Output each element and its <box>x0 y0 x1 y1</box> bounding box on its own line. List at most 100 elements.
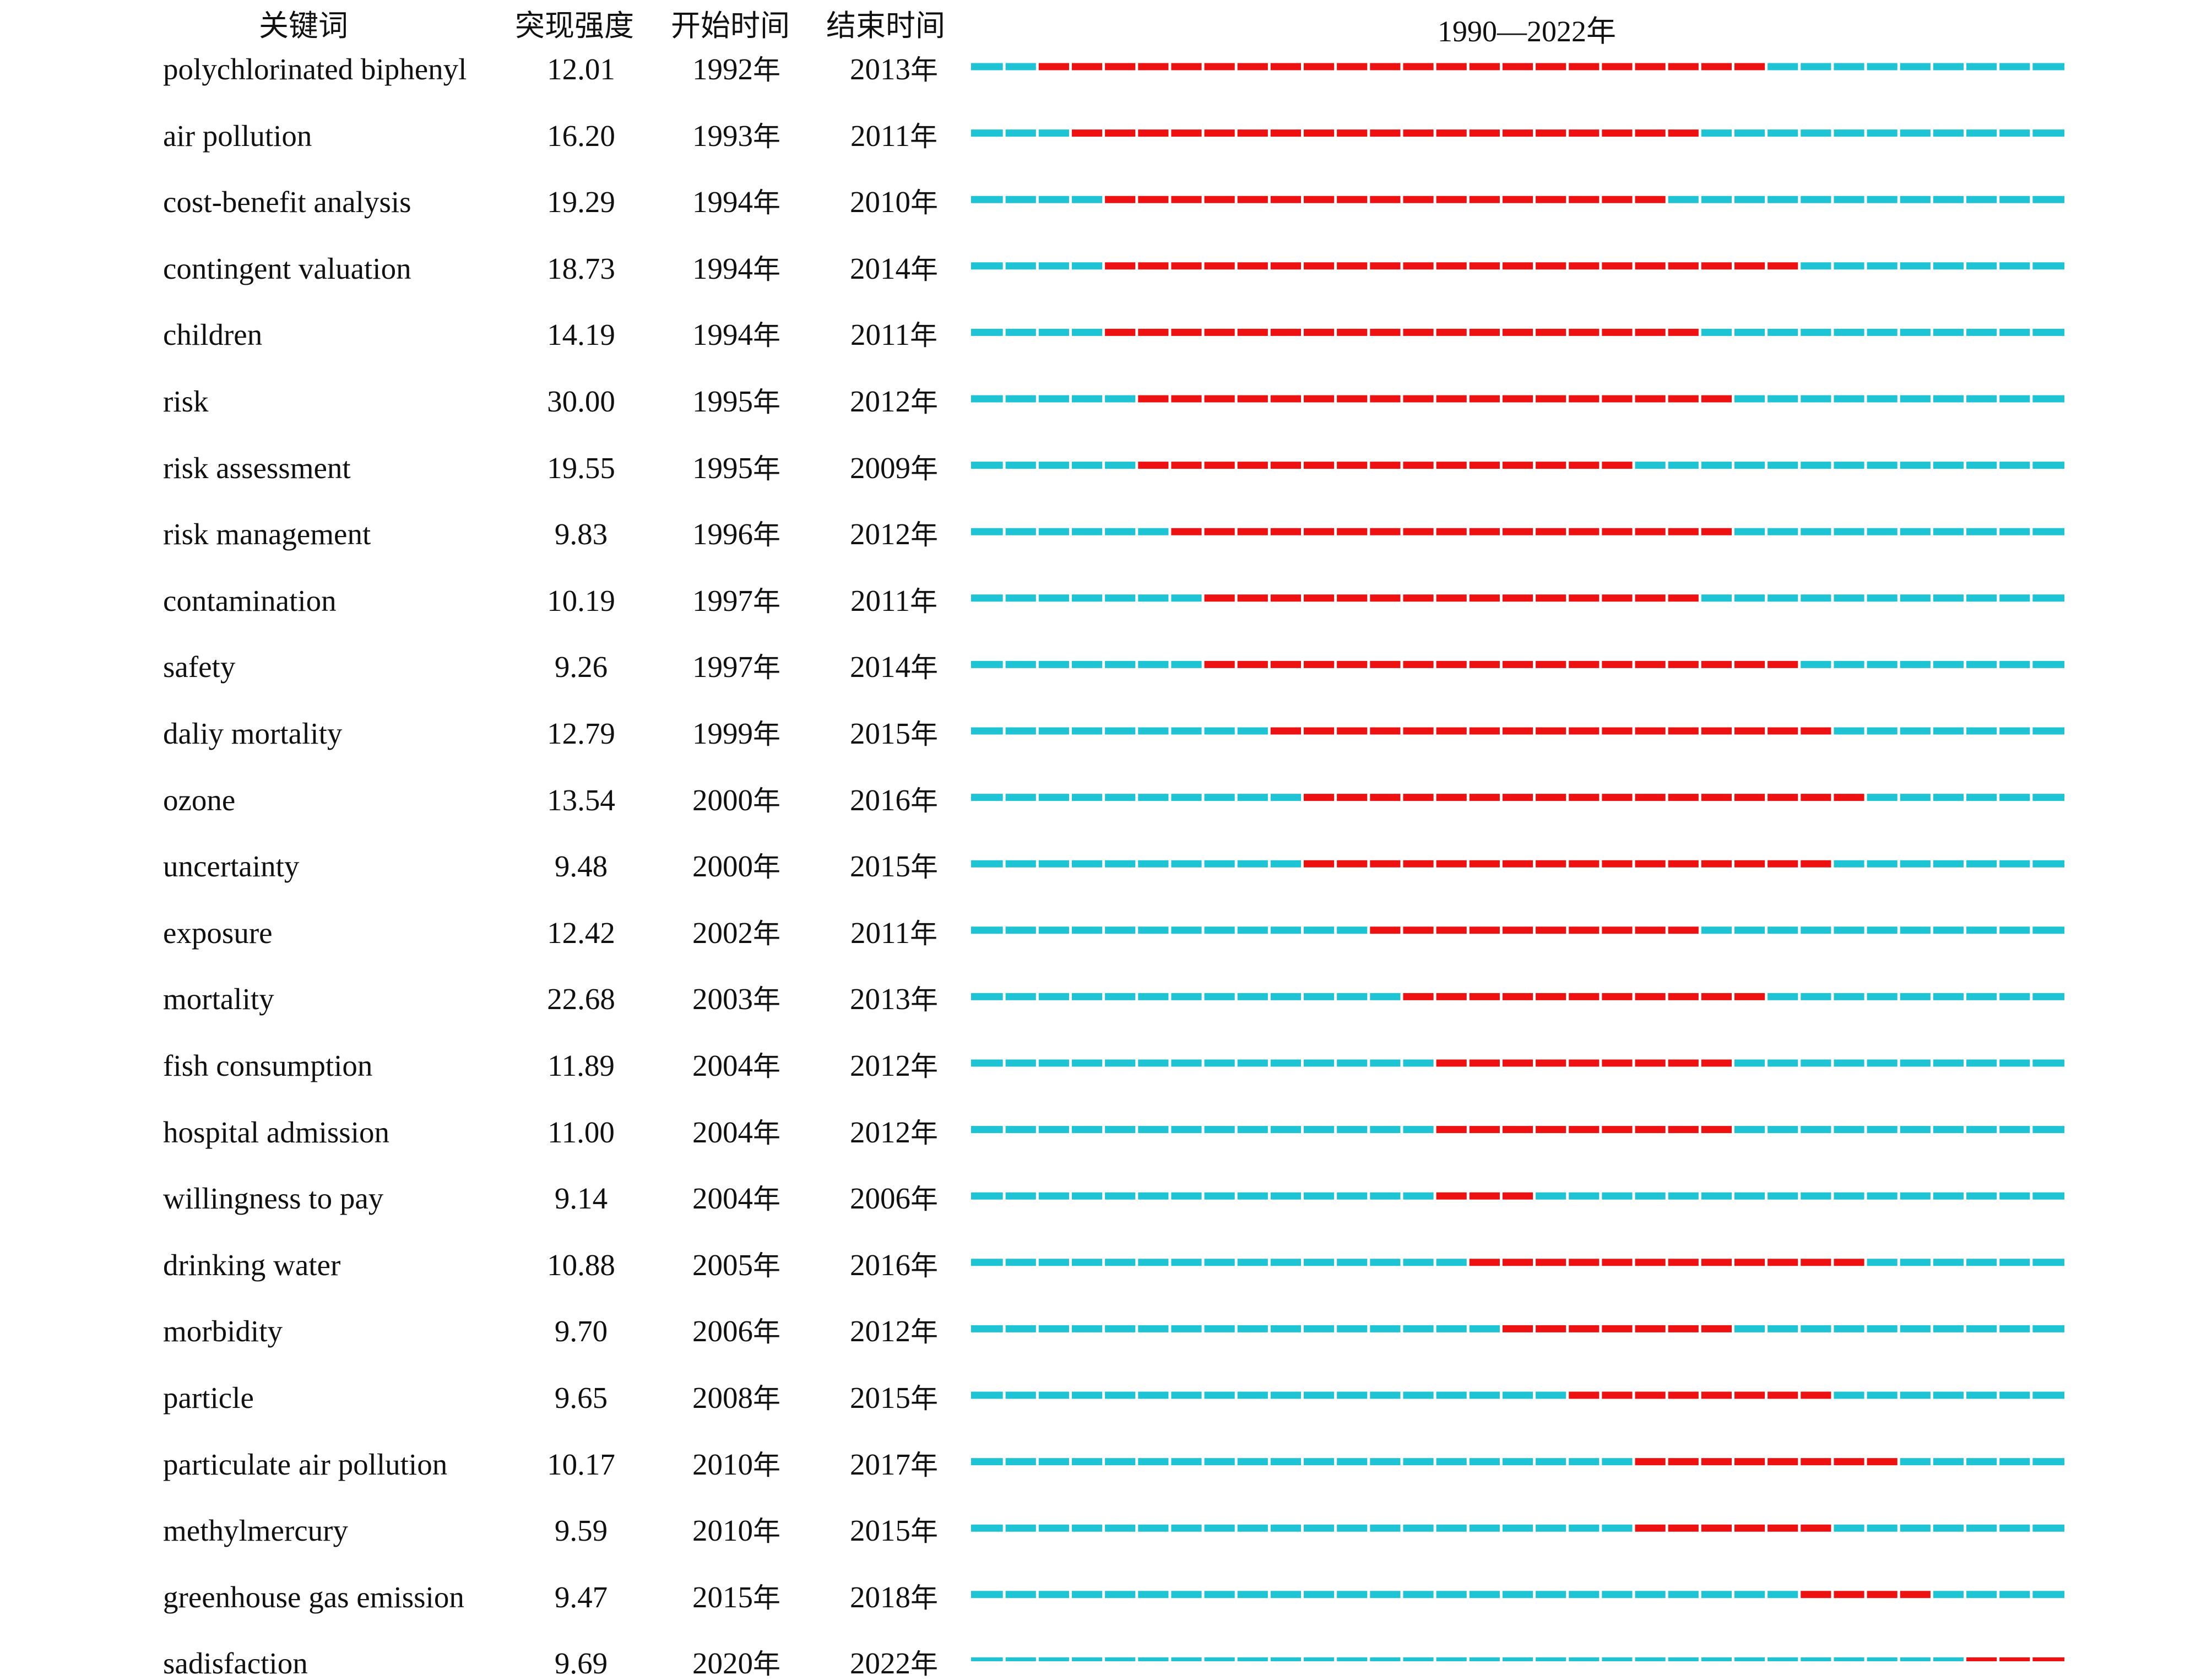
begin-year: 1994年 <box>673 187 800 217</box>
year-suffix: 年 <box>753 652 780 684</box>
end-year-value: 2015 <box>850 849 910 884</box>
year-suffix: 年 <box>910 984 938 1016</box>
year-suffix: 年 <box>909 120 937 153</box>
end-year-value: 2011 <box>850 118 910 153</box>
begin-year: 2004年 <box>673 1183 800 1213</box>
strength-value: 10.17 <box>547 1447 615 1481</box>
begin-year-value: 2015 <box>692 1580 753 1614</box>
year-suffix: 年 <box>753 1581 780 1614</box>
keyword-label: fish consumption <box>163 1049 373 1082</box>
keyword-label: morbidity <box>163 1314 283 1348</box>
begin-year: 1994年 <box>673 253 800 284</box>
year-suffix: 年 <box>753 1316 780 1348</box>
begin-year-value: 1997 <box>692 650 753 684</box>
year-suffix: 年 <box>753 1117 780 1149</box>
strength-value: 9.48 <box>554 849 608 884</box>
keyword-label: ozone <box>163 783 236 817</box>
begin-year-value: 2008 <box>692 1381 753 1415</box>
keyword-label: children <box>163 318 263 352</box>
keyword-label: particulate air pollution <box>163 1447 448 1481</box>
keyword-label: greenhouse gas emission <box>163 1580 464 1614</box>
end-year-value: 2015 <box>850 1381 910 1415</box>
end-year-value: 2012 <box>850 1049 910 1082</box>
end-year-value: 2011 <box>850 583 910 617</box>
year-suffix: 年 <box>753 585 780 617</box>
year-suffix: 年 <box>910 187 938 219</box>
begin-year-value: 2010 <box>692 1514 753 1548</box>
begin-year: 2015年 <box>673 1582 800 1612</box>
year-suffix: 年 <box>909 585 937 617</box>
year-suffix: 年 <box>910 1050 938 1082</box>
year-suffix: 年 <box>910 652 938 684</box>
strength-value: 9.83 <box>554 517 608 551</box>
year-suffix: 年 <box>753 1449 780 1481</box>
strength-value: 9.70 <box>554 1314 608 1348</box>
keyword-label: polychlorinated biphenyl <box>163 52 467 86</box>
year-suffix: 年 <box>910 1449 938 1481</box>
end-year-value: 2010 <box>850 185 910 219</box>
end-year: 2013年 <box>831 54 957 84</box>
end-year: 2009年 <box>831 453 957 483</box>
year-suffix: 年 <box>910 1249 938 1282</box>
year-suffix: 年 <box>753 1183 780 1216</box>
end-year: 2016年 <box>831 1250 957 1280</box>
year-suffix: 年 <box>753 120 780 153</box>
begin-year: 2010年 <box>673 1449 800 1480</box>
end-year-value: 2012 <box>850 1314 910 1348</box>
year-suffix: 年 <box>910 718 938 750</box>
end-year: 2016年 <box>831 785 957 815</box>
begin-year: 2005年 <box>673 1250 800 1280</box>
year-suffix: 年 <box>753 1050 780 1082</box>
end-year-value: 2015 <box>850 717 910 750</box>
end-year-value: 2012 <box>850 517 910 551</box>
keyword-label: cost-benefit analysis <box>163 185 411 219</box>
year-suffix: 年 <box>910 1581 938 1614</box>
year-suffix: 年 <box>753 917 780 950</box>
end-year-value: 2016 <box>850 1248 910 1282</box>
end-year: 2012年 <box>831 1117 957 1147</box>
begin-year: 2003年 <box>673 984 800 1014</box>
begin-year-value: 1999 <box>692 717 753 750</box>
end-year-value: 2013 <box>850 982 910 1016</box>
end-year: 2015年 <box>831 1515 957 1546</box>
begin-year: 1994年 <box>673 319 800 350</box>
year-suffix: 年 <box>753 54 780 86</box>
end-year: 2011年 <box>831 586 957 616</box>
strength-value: 19.29 <box>547 185 615 219</box>
strength-value: 14.19 <box>547 318 615 352</box>
year-suffix: 年 <box>910 452 938 485</box>
strength-value: 13.54 <box>547 783 615 817</box>
end-year: 2011年 <box>831 918 957 948</box>
end-year: 2015年 <box>831 851 957 881</box>
end-year-value: 2011 <box>850 318 910 352</box>
begin-year-value: 1995 <box>692 451 753 485</box>
strength-value: 18.73 <box>547 251 615 285</box>
strength-value: 9.14 <box>554 1182 608 1216</box>
year-suffix: 年 <box>753 452 780 485</box>
begin-year-value: 2004 <box>692 1049 753 1082</box>
year-suffix: 年 <box>910 519 938 551</box>
keyword-label: risk assessment <box>163 451 351 485</box>
year-suffix: 年 <box>753 519 780 551</box>
strength-value: 9.47 <box>554 1580 608 1614</box>
year-suffix: 年 <box>753 187 780 219</box>
begin-year: 1997年 <box>673 586 800 616</box>
begin-year: 1992年 <box>673 54 800 84</box>
strength-value: 22.68 <box>547 982 615 1016</box>
keyword-label: contingent valuation <box>163 251 411 285</box>
year-suffix: 年 <box>753 851 780 884</box>
header-end: 结束时间 <box>826 8 945 43</box>
year-suffix: 年 <box>753 984 780 1016</box>
begin-year-value: 1995 <box>692 384 753 418</box>
year-suffix: 年 <box>753 253 780 285</box>
year-suffix: 年 <box>910 784 938 817</box>
year-suffix: 年 <box>910 1183 938 1216</box>
begin-year-value: 1996 <box>692 517 753 551</box>
begin-year: 1995年 <box>673 453 800 483</box>
year-suffix: 年 <box>753 1515 780 1548</box>
begin-year: 2004年 <box>673 1050 800 1081</box>
year-suffix: 年 <box>910 1117 938 1149</box>
end-year: 2015年 <box>831 718 957 749</box>
begin-year: 2000年 <box>673 851 800 881</box>
